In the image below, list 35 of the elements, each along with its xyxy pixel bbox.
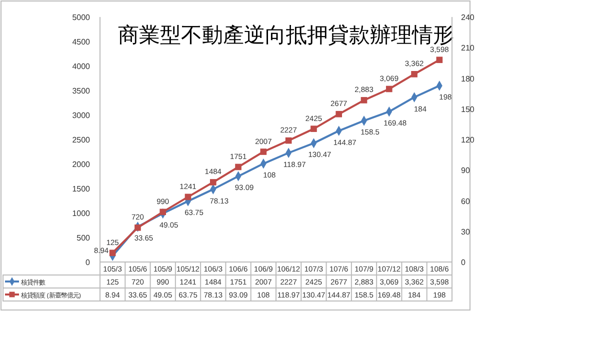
y2-tick-label: 120: [461, 136, 475, 144]
y-tick-label: 4000: [72, 62, 91, 71]
y-tick-label: 1500: [72, 184, 91, 194]
y-tick-label: 500: [76, 234, 91, 242]
y2-tick-label: 240: [461, 13, 475, 22]
y-tick-label: 2000: [72, 160, 91, 169]
point: [285, 137, 292, 144]
y2-tick-label: 60: [461, 196, 470, 206]
y2-tick-label: 210: [461, 44, 475, 53]
point: [436, 56, 443, 64]
point: [260, 148, 267, 155]
point: [360, 97, 368, 104]
point: [310, 126, 317, 132]
y2-tick-label: 30: [461, 227, 470, 236]
y-tick-label: 2500: [72, 136, 91, 144]
point: [184, 194, 192, 200]
point: [134, 224, 141, 231]
point: [160, 208, 166, 216]
y2-tick-label: 180: [461, 74, 475, 84]
point: [210, 179, 216, 186]
y2-tick-label: 0: [461, 258, 466, 267]
y-tick-label: 1000: [72, 209, 91, 218]
point: [411, 71, 418, 78]
point: [336, 110, 342, 118]
y2-tick-label: 90: [461, 166, 470, 176]
y-tick-label: 0: [86, 258, 91, 267]
y-tick-label: 3000: [72, 111, 91, 120]
y-tick-label: 5000: [72, 13, 91, 22]
point: [386, 86, 392, 92]
y-tick-label: 4500: [72, 38, 91, 46]
y-tick-label: 3500: [72, 86, 91, 96]
point: [235, 164, 242, 170]
chart-title: 商業型不動產逆向抵押貸款辦理情形: [118, 23, 454, 47]
y2-tick-label: 150: [461, 104, 475, 114]
point: [109, 250, 116, 256]
